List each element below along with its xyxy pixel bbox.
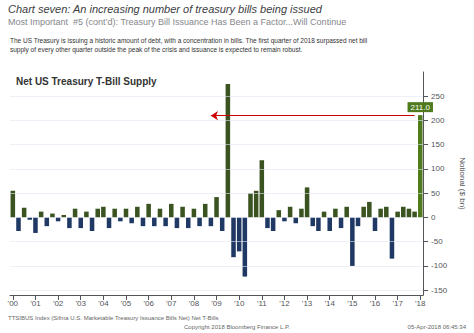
svg-text:Net US Treasury T-Bill Supply: Net US Treasury T-Bill Supply — [16, 76, 157, 87]
svg-text:'08: '08 — [189, 299, 200, 308]
svg-text:'13: '13 — [302, 299, 313, 308]
svg-text:The US Treasury is issuing a h: The US Treasury is issuing a historic am… — [10, 37, 368, 45]
svg-text:-150: -150 — [431, 286, 448, 295]
svg-text:'05: '05 — [121, 299, 132, 308]
svg-text:-100: -100 — [431, 261, 448, 270]
svg-text:200: 200 — [431, 116, 445, 125]
svg-text:211.0: 211.0 — [411, 103, 431, 112]
svg-text:'09: '09 — [211, 299, 222, 308]
svg-text:'10: '10 — [234, 299, 245, 308]
svg-text:Most Important #5 (cont’d): T: Most Important #5 (cont’d): Treasury Bil… — [8, 17, 346, 27]
svg-text:'03: '03 — [76, 299, 87, 308]
svg-text:150: 150 — [431, 140, 445, 149]
svg-text:50: 50 — [431, 189, 440, 198]
svg-text:supply of every other quarter: supply of every other quarter outside th… — [10, 46, 302, 54]
svg-text:100: 100 — [431, 164, 445, 173]
svg-text:'17: '17 — [392, 299, 403, 308]
svg-text:'12: '12 — [279, 299, 290, 308]
svg-text:'06: '06 — [143, 299, 154, 308]
svg-text:'14: '14 — [325, 299, 336, 308]
svg-text:-50: -50 — [431, 237, 443, 246]
svg-text:'16: '16 — [370, 299, 381, 308]
svg-text:'04: '04 — [98, 299, 109, 308]
svg-text:'02: '02 — [53, 299, 64, 308]
svg-text:0: 0 — [431, 213, 436, 222]
svg-text:Copyright 2018 Bloomberg Finan: Copyright 2018 Bloomberg Finance L.P. — [184, 324, 290, 330]
svg-text:Notional ($ bn): Notional ($ bn) — [458, 157, 467, 210]
svg-text:'11: '11 — [257, 299, 267, 308]
svg-text:250: 250 — [431, 92, 445, 101]
svg-text:Chart seven: An increasing num: Chart seven: An increasing number of tre… — [8, 3, 323, 15]
svg-text:'15: '15 — [347, 299, 358, 308]
svg-text:'18: '18 — [415, 299, 426, 308]
svg-text:05-Apr-2018 06:45:34: 05-Apr-2018 06:45:34 — [408, 324, 467, 330]
svg-text:TTSIBUS Index (Sifma U.S. Mark: TTSIBUS Index (Sifma U.S. Marketable Tre… — [8, 315, 219, 321]
svg-text:'00: '00 — [8, 299, 19, 308]
svg-text:'01: '01 — [30, 299, 41, 308]
svg-text:'07: '07 — [166, 299, 177, 308]
